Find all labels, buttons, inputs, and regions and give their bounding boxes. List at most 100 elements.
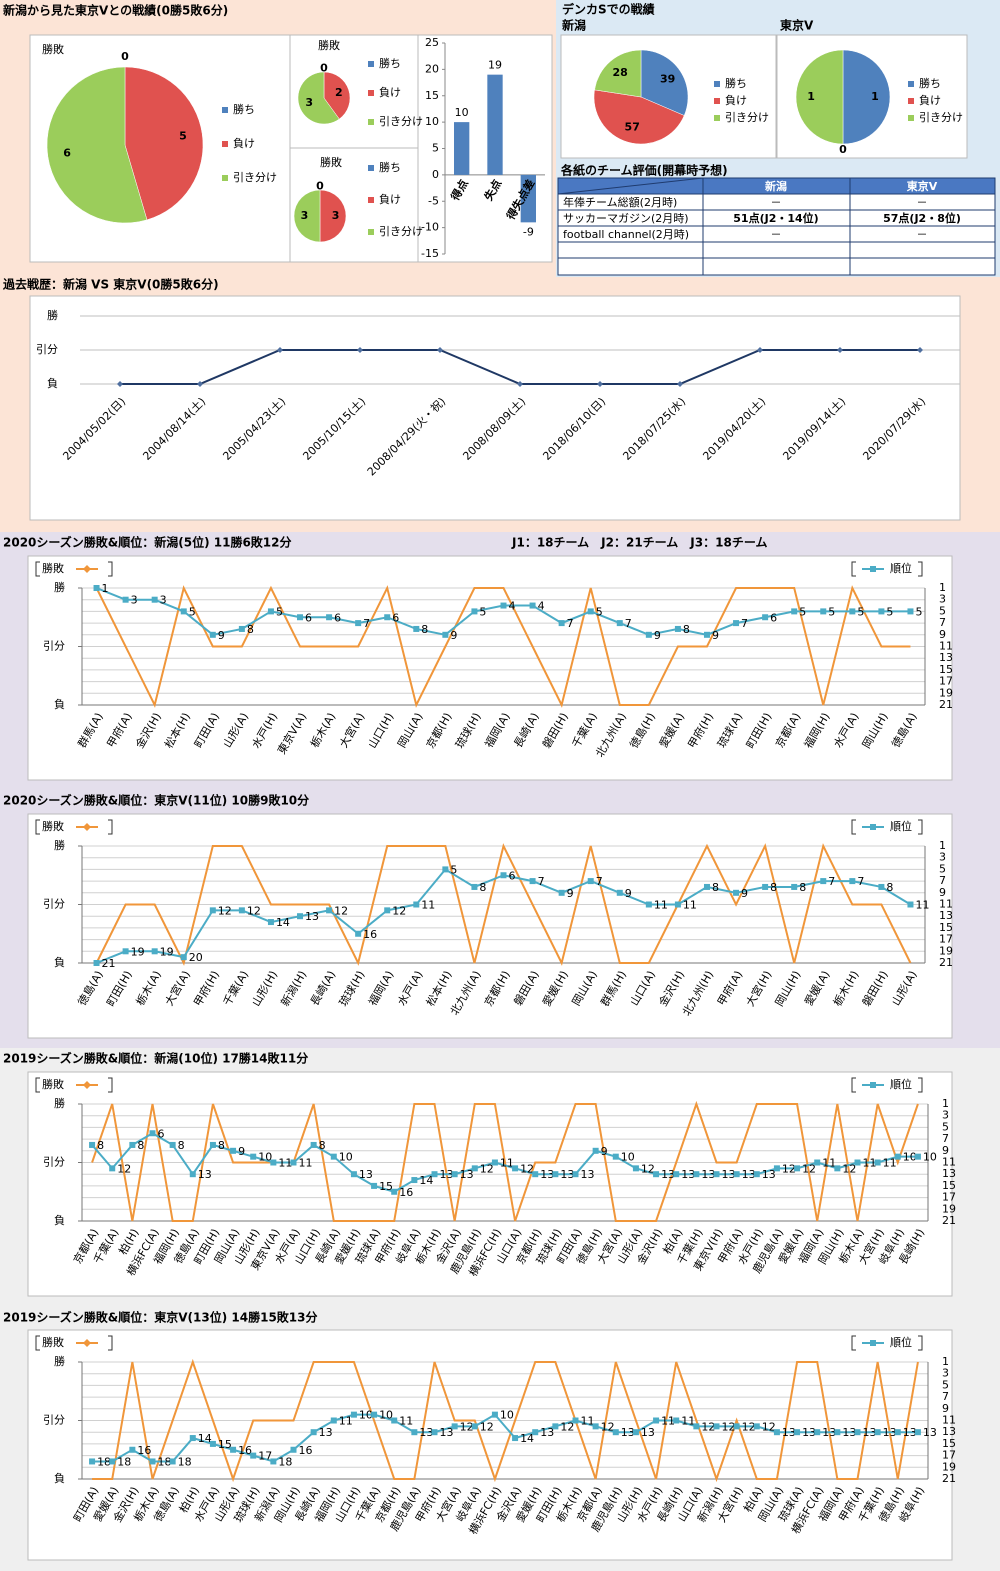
y2-tick-label: 11	[939, 640, 953, 653]
y2-tick-label: 9	[942, 1144, 949, 1157]
note: J1：18チーム J2：21チーム J3：18チーム	[511, 536, 767, 550]
marker	[471, 1165, 478, 1172]
marker	[814, 1159, 821, 1166]
y2-tick-label: 19	[942, 1202, 956, 1215]
marker	[854, 1429, 861, 1436]
marker	[552, 1171, 559, 1178]
series-line	[91, 1100, 919, 1222]
point-label: 10	[359, 1409, 373, 1422]
legend-marker	[870, 1082, 876, 1088]
marker	[270, 1458, 277, 1465]
legend-bracket	[918, 1335, 923, 1351]
legend-bracket	[35, 819, 40, 835]
point-label: 18	[178, 1455, 192, 1468]
marker	[529, 878, 536, 885]
legend-label: 負け	[233, 137, 255, 150]
point-label: 13	[319, 1426, 333, 1439]
point-label: 14	[276, 916, 290, 929]
marker	[330, 1417, 337, 1424]
marker	[500, 872, 507, 879]
point-label: 1	[102, 582, 109, 595]
chart-title: 勝敗	[320, 155, 342, 169]
point-label: 8	[178, 1139, 185, 1152]
marker	[674, 901, 681, 908]
point-label: 13	[661, 1168, 675, 1181]
point-label: 11	[339, 1415, 353, 1428]
marker	[677, 381, 683, 387]
cell: －	[917, 196, 928, 209]
point-label: 16	[238, 1444, 252, 1457]
marker	[250, 1452, 257, 1459]
legend-bracket	[108, 1077, 113, 1093]
bar	[487, 74, 503, 175]
y-tick-label: 5	[432, 142, 439, 155]
legend-swatch	[368, 165, 374, 171]
marker	[109, 1165, 116, 1172]
legend-label: 順位	[890, 1077, 912, 1091]
point-label: 8	[247, 623, 254, 636]
point-label: 13	[762, 1168, 776, 1181]
marker	[878, 883, 885, 890]
y2-tick-label: 15	[942, 1179, 956, 1192]
marker	[122, 596, 129, 603]
section-title: 2020シーズン勝敗&順位：新潟(5位) 11勝6敗12分	[3, 535, 292, 550]
marker	[820, 608, 827, 615]
legend-label: 勝ち	[725, 76, 747, 90]
point-label: 17	[258, 1450, 272, 1463]
value-label: 57	[625, 121, 640, 134]
legend-swatch	[222, 141, 228, 147]
value-label: 28	[613, 66, 628, 79]
marker	[791, 608, 798, 615]
point-label: 7	[596, 875, 603, 888]
y2-tick-label: 1	[939, 839, 946, 852]
point-label: 13	[742, 1168, 756, 1181]
legend-label: 順位	[890, 1335, 912, 1349]
point-label: 11	[883, 1157, 897, 1170]
legend-swatch	[908, 81, 914, 87]
y-tick-label: 勝	[47, 308, 58, 322]
y2-tick-label: 13	[942, 1425, 956, 1438]
marker	[238, 625, 245, 632]
point-label: 13	[903, 1426, 917, 1439]
value-label: 0	[316, 180, 324, 193]
point-label: 11	[661, 1415, 675, 1428]
point-label: 13	[540, 1426, 554, 1439]
marker	[238, 907, 245, 914]
marker	[270, 1159, 277, 1166]
marker	[151, 948, 158, 955]
point-label: 12	[392, 904, 406, 917]
y-tick-label: 勝	[54, 838, 65, 852]
point-label: 8	[886, 881, 893, 894]
point-label: 10	[258, 1151, 272, 1164]
header-cell: 新潟	[765, 179, 787, 193]
point-label: 14	[520, 1432, 534, 1445]
marker	[93, 585, 100, 591]
y2-tick-label: 13	[939, 909, 953, 922]
point-label: 12	[520, 1162, 534, 1175]
y-tick-label: 0	[432, 168, 439, 181]
point-label: 9	[238, 1145, 245, 1158]
marker	[209, 907, 216, 914]
point-label: 11	[654, 899, 668, 912]
point-label: 10	[339, 1151, 353, 1164]
marker	[632, 1165, 639, 1172]
marker	[517, 381, 523, 387]
cell: －	[771, 196, 782, 209]
pie-slice	[46, 66, 148, 224]
marker	[442, 866, 449, 873]
y2-tick-label: 15	[939, 663, 953, 676]
legend-label: 勝敗	[42, 1077, 64, 1091]
legend-marker	[83, 823, 91, 831]
point-label: 16	[137, 1444, 151, 1457]
marker	[89, 1141, 96, 1148]
marker	[616, 620, 623, 627]
marker	[703, 631, 710, 638]
y-tick-label: 10	[425, 115, 439, 128]
point-label: 11	[863, 1157, 877, 1170]
y-tick-label: 引分	[43, 1155, 65, 1169]
marker	[471, 883, 478, 890]
legend-bracket	[108, 819, 113, 835]
point-label: 11	[500, 1157, 514, 1170]
marker	[854, 1159, 861, 1166]
legend-marker	[83, 1339, 91, 1347]
